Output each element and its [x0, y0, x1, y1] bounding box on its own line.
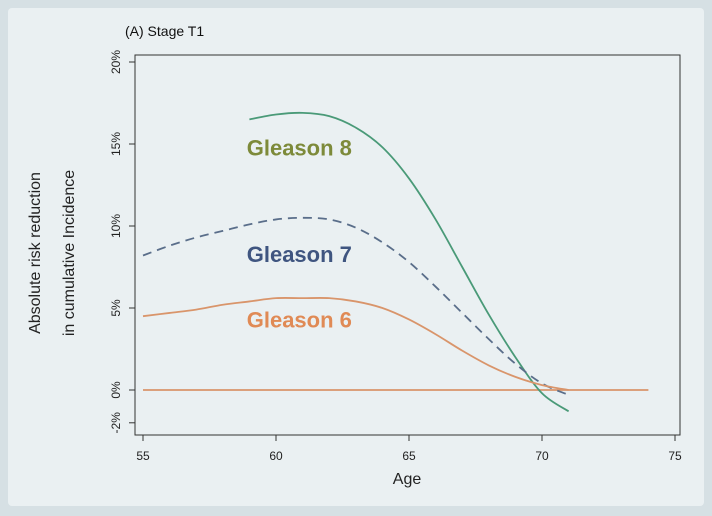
gleason-7-label: Gleason 7	[247, 242, 352, 267]
y-tick-label: -2%	[109, 412, 123, 434]
y-tick-label: 10%	[109, 214, 123, 238]
gleason-8-line	[249, 111, 570, 413]
y-axis-title-line-2: in cumulative Incidence	[61, 170, 78, 336]
x-tick-label: 70	[535, 449, 549, 463]
gleason-6-line	[142, 297, 569, 391]
y-tick-label: 0%	[109, 381, 123, 399]
y-axis: -2% 0% 5% 10% 15% 20%	[109, 50, 135, 434]
x-tick-label: 65	[402, 449, 416, 463]
chart-frame: (A) Stage T1 Age Absolute risk reduction…	[8, 8, 704, 506]
x-tick-label: 60	[269, 449, 283, 463]
y-tick-label: 5%	[109, 299, 123, 317]
x-axis-title: Age	[393, 471, 422, 488]
gleason-7-line	[142, 216, 569, 396]
y-axis-title-line-1: Absolute risk reduction	[27, 172, 44, 334]
gleason-8-label: Gleason 8	[247, 135, 352, 160]
chart-svg: (A) Stage T1 Age Absolute risk reduction…	[27, 23, 682, 488]
plot-box	[134, 54, 681, 436]
y-tick-label: 15%	[109, 132, 123, 156]
series-lines	[142, 111, 649, 413]
panel-title: (A) Stage T1	[125, 23, 204, 39]
series-labels: Gleason 8 Gleason 7 Gleason 6	[247, 135, 352, 332]
y-tick-label: 20%	[109, 50, 123, 74]
x-tick-label: 75	[668, 449, 682, 463]
x-tick-label: 55	[136, 449, 150, 463]
x-axis: 55 60 65 70 75	[136, 435, 682, 463]
gleason-6-label: Gleason 6	[247, 308, 352, 333]
